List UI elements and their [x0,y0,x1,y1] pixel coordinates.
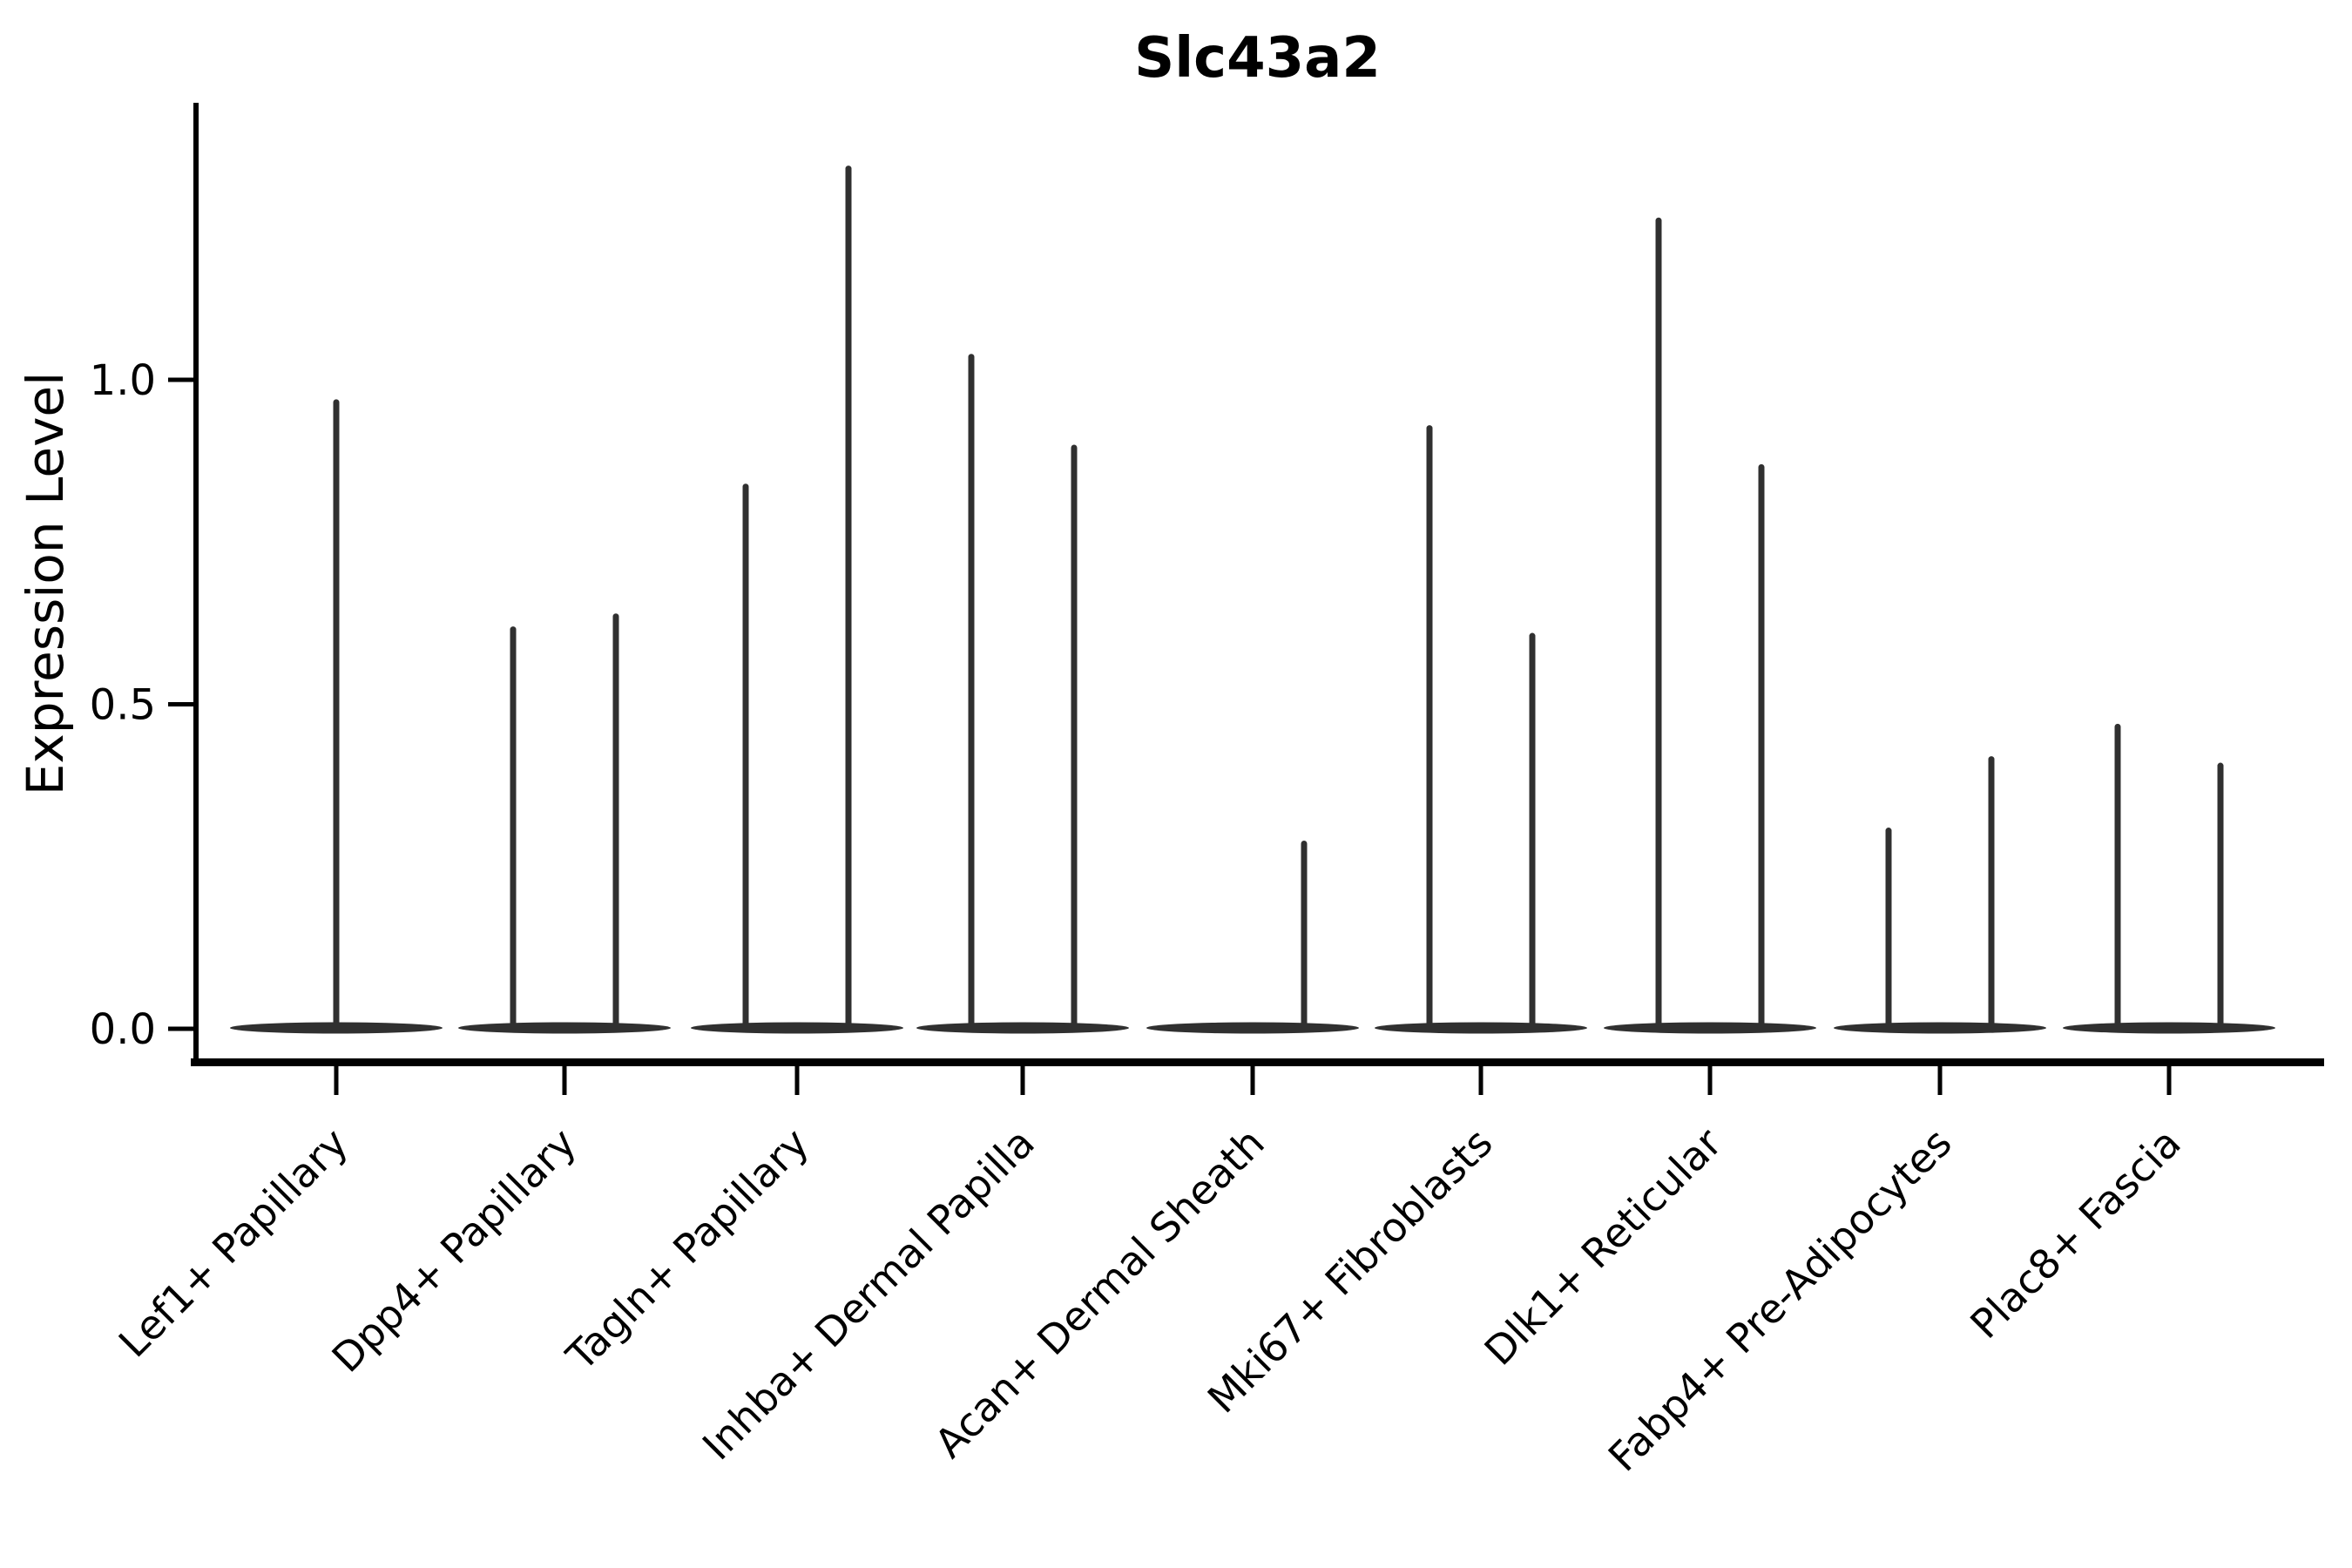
y-axis-label: Expression Level [16,372,75,795]
violin-spike [2114,723,2121,1029]
violin-group [1375,425,1587,1034]
y-axis-line [193,103,199,1066]
violin-spike [612,613,619,1029]
violin-group [916,354,1129,1034]
violin-base [2063,1022,2275,1034]
y-tick-mark [168,1026,196,1031]
x-tick-mark [1478,1066,1484,1095]
violin-spike [333,399,340,1030]
x-tick-mark [794,1066,800,1095]
violin-spike [1529,632,1536,1029]
violin-group [1146,840,1359,1034]
violin-base [1834,1022,2046,1034]
y-axis: 0.0 0.5 1.0 [90,103,199,1066]
violin-spike [968,354,975,1029]
x-tick-mark [562,1066,567,1095]
x-tick-label: Tagln+ Papillary [557,1119,818,1381]
violin-base [1375,1022,1587,1034]
violins [230,166,2275,1034]
violin-spike [1758,463,1765,1029]
violin-group [1604,217,1816,1034]
violin-spike [1071,444,1078,1029]
x-tick-mark [1250,1066,1255,1095]
x-axis-line [191,1058,2324,1066]
violin-spike [1426,425,1433,1029]
violin-group [1834,756,2046,1034]
violin-spike [510,626,517,1029]
violin-base [1146,1022,1359,1034]
x-tick-mark [1937,1066,1943,1095]
violin-spike [1988,756,1995,1029]
violin-group [458,613,671,1034]
y-tick-label: 0.5 [90,680,156,729]
violin-spike [1655,217,1662,1029]
violin-spike [2217,762,2224,1029]
x-tick-label: Lef1+ Papillary [110,1119,357,1367]
violin-base [1604,1022,1816,1034]
chart-title: Slc43a2 [1134,26,1381,91]
x-tick-label: Dlk1+ Reticular [1476,1119,1731,1375]
x-tick-label: Dpp4+ Papillary [323,1119,585,1382]
y-tick-label: 0.0 [90,1005,156,1054]
violin-spike [1885,828,1892,1029]
y-tick-mark [168,702,196,706]
violin-group [2063,723,2275,1034]
violin-group [691,166,903,1034]
x-tick-mark [1707,1066,1713,1095]
violin-base [458,1022,671,1034]
x-tick-mark [334,1066,339,1095]
y-tick-label: 1.0 [90,356,156,405]
x-tick-label: Plac8+ Fascia [1961,1119,2189,1348]
violin-base [916,1022,1129,1034]
violin-group [230,399,443,1034]
x-tick-mark [2166,1066,2172,1095]
violin-spike [1301,840,1308,1029]
violin-spike [742,483,749,1029]
violin-base [691,1022,903,1034]
x-tick-mark [1020,1066,1025,1095]
violin-spike [845,166,852,1029]
y-tick-mark [168,377,196,382]
